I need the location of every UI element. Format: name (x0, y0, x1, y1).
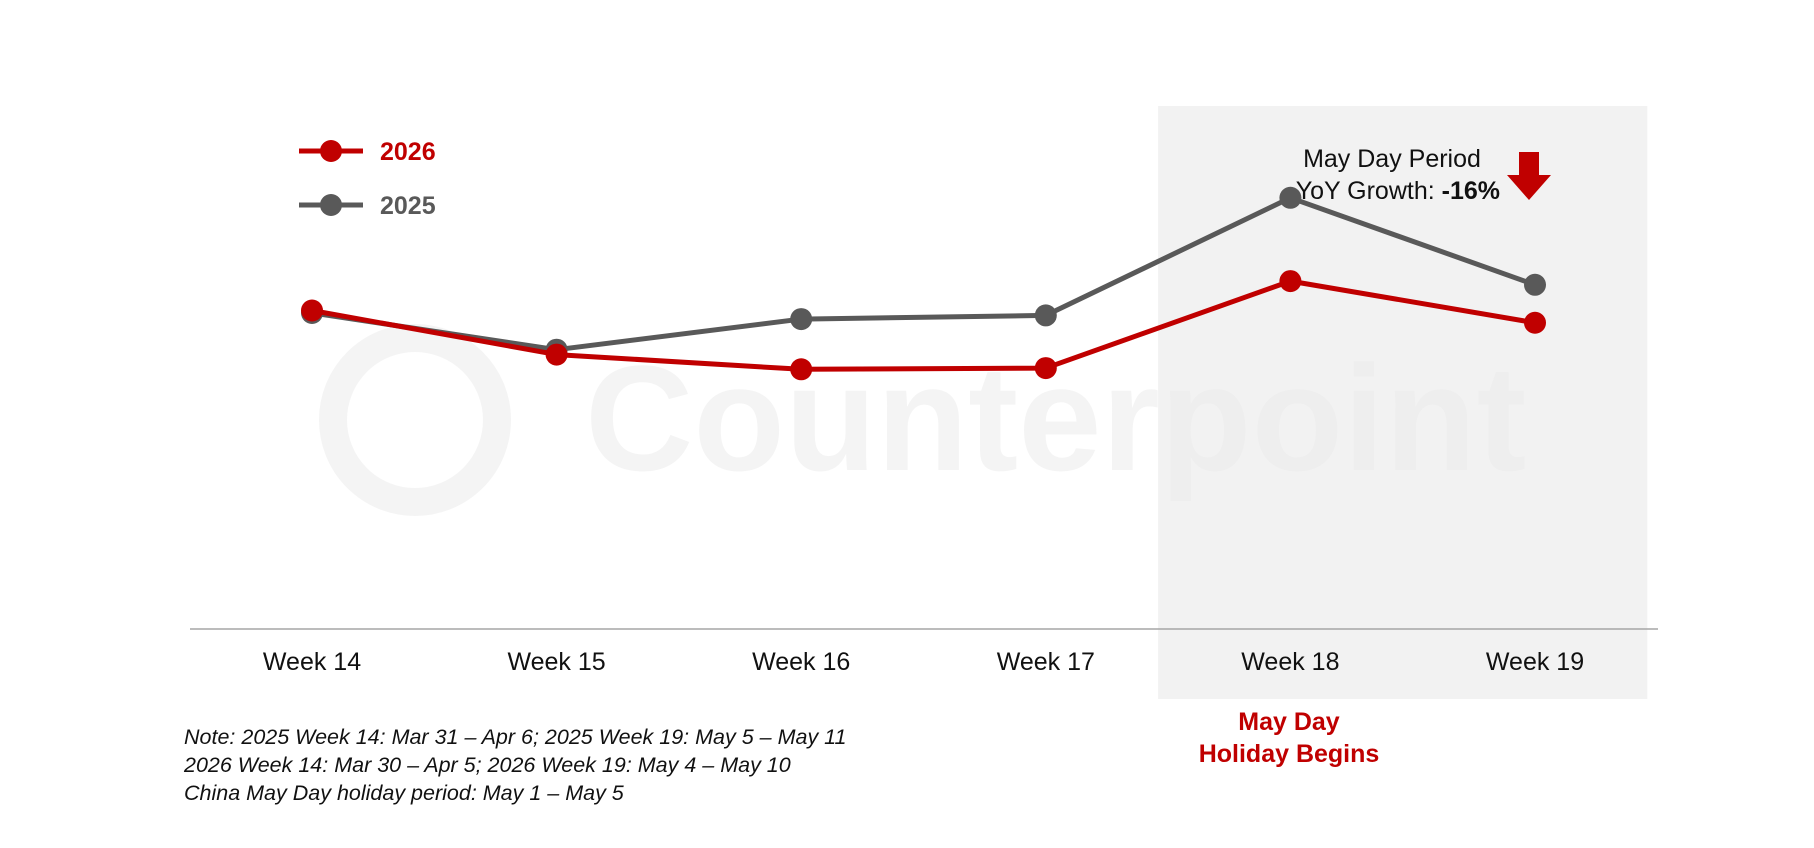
x-tick-label: Week 15 (507, 648, 605, 676)
holiday-label: May Day Holiday Begins (1199, 708, 1380, 768)
footnote-line: China May Day holiday period: May 1 – Ma… (184, 781, 624, 805)
data-point-2026 (301, 299, 323, 322)
data-point-2025 (1524, 273, 1546, 296)
data-point-2026 (790, 358, 813, 381)
down-arrow-icon (1507, 152, 1551, 200)
footnotes: Note: 2025 Week 14: Mar 31 – Apr 6; 2025… (184, 723, 847, 807)
data-point-2025 (1279, 186, 1302, 209)
x-tick-label: Week 14 (263, 648, 361, 676)
yoy-annotation: May Day Period YoY Growth: -16% (1296, 145, 1551, 205)
watermark-text: Counterpoint (585, 334, 1526, 502)
annotation-title: May Day Period (1303, 145, 1481, 173)
data-point-2026 (545, 343, 568, 366)
footnote-line: Note: 2025 Week 14: Mar 31 – Apr 6; 2025… (184, 725, 847, 749)
data-point-2025 (1034, 304, 1057, 327)
series-line-2025 (311, 195, 1536, 353)
legend-label: 2025 (380, 192, 436, 220)
footnote-line: 2026 Week 14: Mar 30 – Apr 5; 2026 Week … (184, 753, 791, 777)
legend-swatch-marker (320, 140, 342, 162)
data-point-2025 (790, 308, 813, 331)
watermark: Counterpoint (319, 324, 1526, 516)
highlight-band (1158, 106, 1648, 699)
x-tick-label: Week 17 (997, 648, 1095, 676)
holiday-label-line1: May Day (1238, 708, 1340, 736)
annotation-yoy: YoY Growth: -16% (1296, 177, 1500, 205)
annotation-yoy-value: -16% (1442, 177, 1500, 205)
data-point-2026 (1524, 311, 1546, 334)
series-line-2026 (311, 278, 1536, 372)
data-point-2026 (1034, 357, 1057, 380)
holiday-label-line2: Holiday Begins (1199, 740, 1380, 768)
annotation-yoy-prefix: YoY Growth: (1296, 177, 1442, 205)
data-point-2026 (1279, 270, 1302, 293)
x-tick-label: Week 18 (1241, 648, 1339, 676)
legend-swatch-marker (320, 194, 342, 216)
legend-label: 2026 (380, 138, 436, 166)
x-tick-label: Week 16 (752, 648, 850, 676)
x-tick-label: Week 19 (1486, 648, 1584, 676)
legend: 2026 2025 (299, 138, 436, 220)
